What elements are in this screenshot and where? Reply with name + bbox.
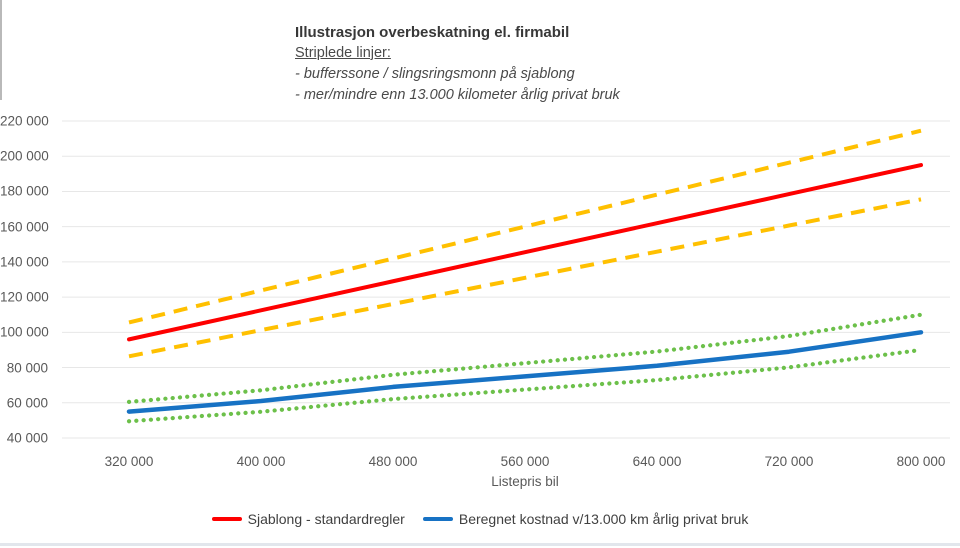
y-tick-label: 180 000 bbox=[0, 183, 49, 199]
legend-item: Sjablong - standardregler bbox=[211, 511, 405, 527]
x-tick-label: 400 000 bbox=[236, 454, 286, 469]
series-line-solid-1772c4 bbox=[126, 330, 924, 414]
chart-subtitle: Striplede linjer: bbox=[295, 45, 391, 61]
x-axis-title: Listepris bil bbox=[491, 474, 559, 489]
legend-label: Sjablong - standardregler bbox=[247, 511, 405, 527]
y-tick-label: 140 000 bbox=[0, 254, 49, 270]
left-edge-mark bbox=[0, 0, 2, 100]
legend-line-swatch bbox=[422, 517, 453, 521]
series-line-dotted-6cc04a bbox=[126, 312, 924, 404]
y-tick-label: 160 000 bbox=[0, 219, 49, 235]
chart-title: Illustrasjon overbeskatning el. firmabil bbox=[295, 24, 570, 41]
y-tick-label: 80 000 bbox=[6, 360, 48, 376]
x-tick-label: 640 000 bbox=[632, 454, 682, 469]
chart-note-buffer: - bufferssone / slingsringsmonn på sjabl… bbox=[295, 66, 575, 82]
y-tick-label: 200 000 bbox=[0, 148, 49, 164]
legend-label: Beregnet kostnad v/13.000 km årlig priva… bbox=[458, 511, 749, 527]
chart-title-block: Illustrasjon overbeskatning el. firmabil… bbox=[295, 22, 620, 106]
chart-legend: Sjablong - standardregler Beregnet kostna… bbox=[0, 511, 960, 527]
bottom-divider bbox=[0, 543, 960, 546]
series-line-dotted-6cc04a bbox=[126, 347, 924, 424]
y-tick-label: 120 000 bbox=[0, 289, 49, 305]
y-tick-label: 100 000 bbox=[0, 324, 49, 340]
x-tick-label: 800 000 bbox=[896, 454, 946, 469]
legend-line-swatch bbox=[211, 517, 242, 521]
x-tick-label: 720 000 bbox=[764, 454, 814, 469]
y-tick-label: 60 000 bbox=[6, 395, 48, 411]
series-line-dashed-ffc000 bbox=[128, 128, 922, 325]
x-tick-label: 480 000 bbox=[368, 454, 418, 469]
series-line-dashed-ffc000 bbox=[128, 197, 922, 359]
y-tick-label: 40 000 bbox=[6, 430, 48, 446]
x-tick-label: 320 000 bbox=[104, 454, 154, 469]
y-tick-label: 220 000 bbox=[0, 113, 49, 129]
series-line-solid-fe0000 bbox=[127, 163, 923, 342]
legend-item: Beregnet kostnad v/13.000 km årlig priva… bbox=[422, 511, 749, 527]
chart-note-km: - mer/mindre enn 13.000 kilometer årlig … bbox=[295, 87, 620, 103]
x-tick-label: 560 000 bbox=[500, 454, 550, 469]
